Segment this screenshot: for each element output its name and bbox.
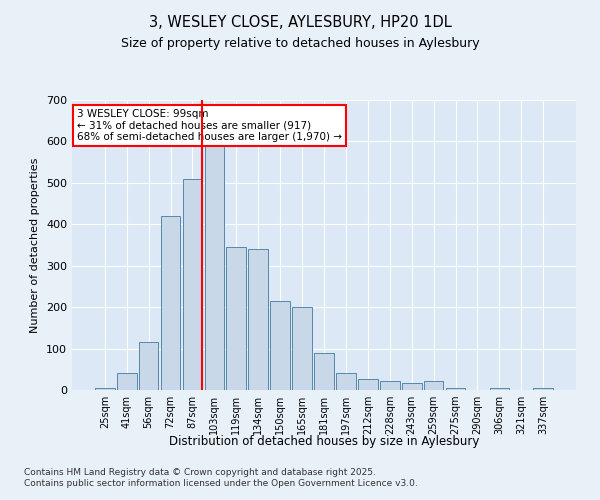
Bar <box>117 374 137 390</box>
Y-axis label: Number of detached properties: Number of detached properties <box>31 158 40 332</box>
Bar <box>424 381 443 390</box>
Bar <box>95 388 115 390</box>
Bar <box>139 342 158 390</box>
Bar <box>336 374 356 390</box>
Bar <box>402 382 422 390</box>
Bar <box>533 388 553 390</box>
Text: 3 WESLEY CLOSE: 99sqm
← 31% of detached houses are smaller (917)
68% of semi-det: 3 WESLEY CLOSE: 99sqm ← 31% of detached … <box>77 108 342 142</box>
Text: Distribution of detached houses by size in Aylesbury: Distribution of detached houses by size … <box>169 435 479 448</box>
Bar <box>380 381 400 390</box>
Bar <box>226 247 246 390</box>
Bar <box>490 388 509 390</box>
Bar <box>270 301 290 390</box>
Bar <box>182 178 202 390</box>
Text: Size of property relative to detached houses in Aylesbury: Size of property relative to detached ho… <box>121 38 479 51</box>
Bar <box>358 379 378 390</box>
Bar <box>161 216 181 390</box>
Bar <box>446 388 466 390</box>
Bar <box>248 249 268 390</box>
Bar <box>314 352 334 390</box>
Text: Contains HM Land Registry data © Crown copyright and database right 2025.
Contai: Contains HM Land Registry data © Crown c… <box>24 468 418 487</box>
Bar <box>205 129 224 390</box>
Text: 3, WESLEY CLOSE, AYLESBURY, HP20 1DL: 3, WESLEY CLOSE, AYLESBURY, HP20 1DL <box>149 15 451 30</box>
Bar <box>292 307 312 390</box>
